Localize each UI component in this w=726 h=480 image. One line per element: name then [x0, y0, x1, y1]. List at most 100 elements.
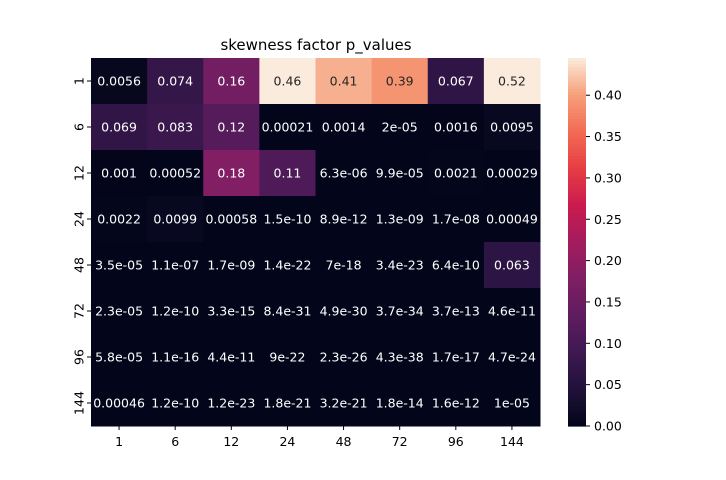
cell-value-label: 0.46: [274, 74, 302, 89]
colorbar-segment: [568, 122, 586, 127]
colorbar-segment: [568, 211, 586, 215]
colorbar-segment: [568, 373, 586, 378]
colorbar: 0.00 0.05 0.10 0.15 0.20 0.25 0.30 0.35 0.40: [568, 58, 622, 434]
heatmap-cell: [203, 380, 260, 427]
heatmap-cell: [315, 288, 373, 335]
colorbar-segment: [568, 162, 586, 166]
colorbar-segment: [568, 97, 586, 102]
colorbar-segment: [568, 88, 586, 93]
colorbar-segment: [568, 281, 586, 286]
heatmap-cell: [427, 242, 485, 289]
heatmap-cell: [483, 196, 541, 243]
heatmap-cell: [259, 196, 316, 243]
colorbar-segment: [568, 205, 586, 209]
cell-value-label: 4.9e-30: [320, 304, 368, 319]
colorbar-segment: [568, 76, 586, 81]
cell-value-label: 0.12: [217, 120, 245, 135]
cell-value-label: 0.001: [101, 166, 137, 181]
cell-value-label: 0.00049: [486, 212, 538, 227]
cell-value-label: 3.5e-05: [95, 258, 143, 273]
colorbar-segment: [568, 140, 586, 145]
y-tick-label: 6: [72, 123, 87, 131]
cell-value-label: 4.6e-11: [488, 304, 536, 319]
cell-value-label: 1.1e-07: [151, 258, 199, 273]
cell-value-label: 2.3e-26: [320, 350, 368, 365]
heatmap-cell: [147, 58, 204, 105]
colorbar-segment: [568, 248, 586, 252]
cell-value-label: 0.00052: [149, 166, 201, 181]
x-tick-label: 72: [392, 434, 408, 449]
cell-value-label: 8.9e-12: [320, 212, 368, 227]
heatmap-cell: [315, 196, 373, 243]
x-tick-label: 24: [279, 434, 295, 449]
colorbar-segment: [568, 370, 586, 375]
heatmap-cell: [91, 196, 148, 243]
cell-value-label: 1.1e-16: [151, 350, 199, 365]
cell-value-label: 1.2e-23: [207, 396, 255, 411]
cell-value-label: 0.074: [157, 74, 193, 89]
colorbar-segment: [568, 413, 586, 418]
cell-value-label: 2.3e-05: [95, 304, 143, 319]
colorbar-segment: [568, 361, 586, 366]
colorbar-segment: [568, 91, 586, 96]
heatmap-cell: [147, 150, 204, 197]
heatmap-cell: [371, 196, 429, 243]
colorbar-segment: [568, 306, 586, 311]
colorbar-segment: [568, 183, 586, 188]
colorbar-segment: [568, 404, 586, 409]
cell-value-label: 3.7e-34: [376, 304, 424, 319]
colorbar-segment: [568, 352, 586, 357]
heatmap-cell: [371, 58, 429, 105]
colorbar-segment: [568, 278, 586, 283]
cell-value-label: 0.18: [217, 166, 245, 181]
heatmap-cell: [371, 150, 429, 197]
colorbar-segment: [568, 242, 586, 246]
heatmap-cell: [91, 334, 148, 381]
colorbar-tick-label: 0.25: [594, 212, 622, 227]
colorbar-segment: [568, 153, 586, 157]
colorbar-tick-label: 0.20: [594, 253, 622, 268]
heatmap-cell: [203, 242, 260, 289]
colorbar-segment: [568, 364, 586, 369]
heatmap-cell: [259, 150, 316, 197]
colorbar-segment: [568, 134, 586, 139]
heatmap-cell: [203, 196, 260, 243]
cell-value-label: 0.069: [101, 120, 137, 135]
cell-value-label: 1.2e-10: [151, 304, 199, 319]
colorbar-segment: [568, 422, 586, 427]
cell-value-label: 7e-18: [326, 258, 362, 273]
colorbar-segment: [568, 254, 586, 258]
cell-value-label: 8.4e-31: [263, 304, 311, 319]
heatmap-cell: [91, 104, 148, 151]
cell-value-label: 6.4e-10: [432, 258, 480, 273]
colorbar-segment: [568, 260, 586, 265]
cell-value-label: 0.00046: [93, 396, 145, 411]
cell-value-label: 4.4e-11: [207, 350, 255, 365]
colorbar-segment: [568, 180, 586, 185]
colorbar-segment: [568, 257, 586, 261]
cell-value-label: 0.00058: [205, 212, 257, 227]
y-tick-label: 144: [72, 391, 87, 415]
colorbar-segment: [568, 232, 586, 237]
colorbar-segment: [568, 171, 586, 176]
y-tick-label: 96: [72, 349, 87, 365]
heatmap-cell: [483, 58, 541, 105]
colorbar-segment: [568, 401, 586, 406]
heatmap-cell: [483, 334, 541, 381]
colorbar-segment: [568, 367, 586, 372]
colorbar-tick-label: 0.05: [594, 377, 622, 392]
colorbar-segment: [568, 294, 586, 298]
heatmap-cell: [259, 288, 316, 335]
cell-value-label: 1.2e-10: [151, 396, 199, 411]
cell-value-label: 1.4e-22: [263, 258, 311, 273]
heatmap-cell: [259, 334, 316, 381]
cell-value-label: 3.3e-15: [207, 304, 255, 319]
heatmap-cell: [259, 104, 316, 151]
x-tick-label: 1: [115, 434, 123, 449]
colorbar-segment: [568, 79, 586, 84]
colorbar-segment: [568, 330, 586, 335]
colorbar-segment: [568, 251, 586, 255]
colorbar-segment: [568, 226, 586, 231]
cell-value-label: 3.2e-21: [320, 396, 368, 411]
